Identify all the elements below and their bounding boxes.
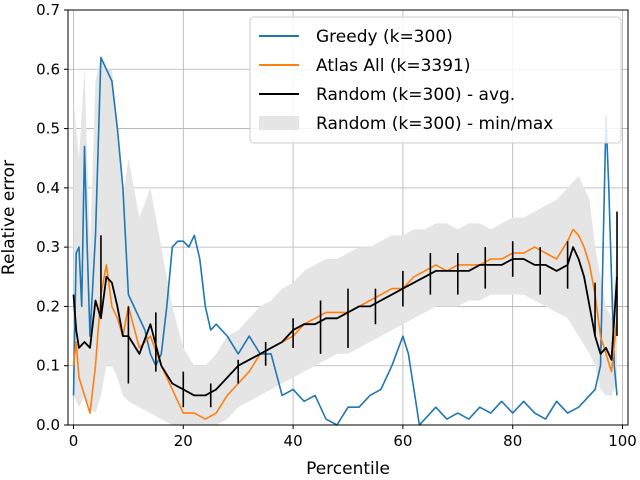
x-tick-label: 100 bbox=[608, 432, 637, 450]
legend-label: Atlas All (k=3391) bbox=[316, 56, 471, 76]
legend-label: Greedy (k=300) bbox=[316, 27, 453, 47]
y-tick-label: 0.5 bbox=[36, 120, 60, 138]
x-tick-label: 80 bbox=[503, 432, 522, 450]
y-tick-label: 0.4 bbox=[36, 179, 60, 197]
y-tick-label: 0.3 bbox=[36, 238, 60, 256]
legend-label: Random (k=300) - avg. bbox=[316, 85, 515, 105]
x-tick-label: 0 bbox=[69, 432, 79, 450]
y-tick-label: 0.6 bbox=[36, 60, 60, 78]
legend: Greedy (k=300) Atlas All (k=3391) Random (… bbox=[249, 16, 622, 144]
y-tick-label: 0.2 bbox=[36, 297, 60, 315]
plot-frame bbox=[67, 9, 629, 426]
error-bar-layer bbox=[100, 211, 618, 408]
legend-label: Random (k=300) - min/max bbox=[316, 114, 553, 134]
x-tick-label: 40 bbox=[284, 432, 303, 450]
y-tick-label: 0.1 bbox=[36, 357, 60, 375]
y-axis-label: Relative error bbox=[0, 160, 19, 275]
min-max-band-layer bbox=[73, 57, 617, 426]
series-layer bbox=[72, 56, 618, 426]
legend-swatch-band bbox=[259, 116, 299, 130]
y-tick-label: 0.7 bbox=[36, 1, 60, 19]
tick-layer: 0 20 40 60 80 100 0.0 0.1 0.2 0.3 0.4 0.5 0.6 0.7 bbox=[36, 1, 637, 450]
legend-box bbox=[249, 16, 622, 144]
random-min-max-band bbox=[73, 57, 617, 426]
series-line-2 bbox=[72, 246, 618, 397]
x-tick-label: 20 bbox=[174, 432, 193, 450]
y-tick-label: 0.0 bbox=[36, 416, 60, 434]
series-line-0 bbox=[72, 56, 618, 426]
x-tick-label: 60 bbox=[393, 432, 412, 450]
x-axis-label: Percentile bbox=[306, 459, 390, 479]
